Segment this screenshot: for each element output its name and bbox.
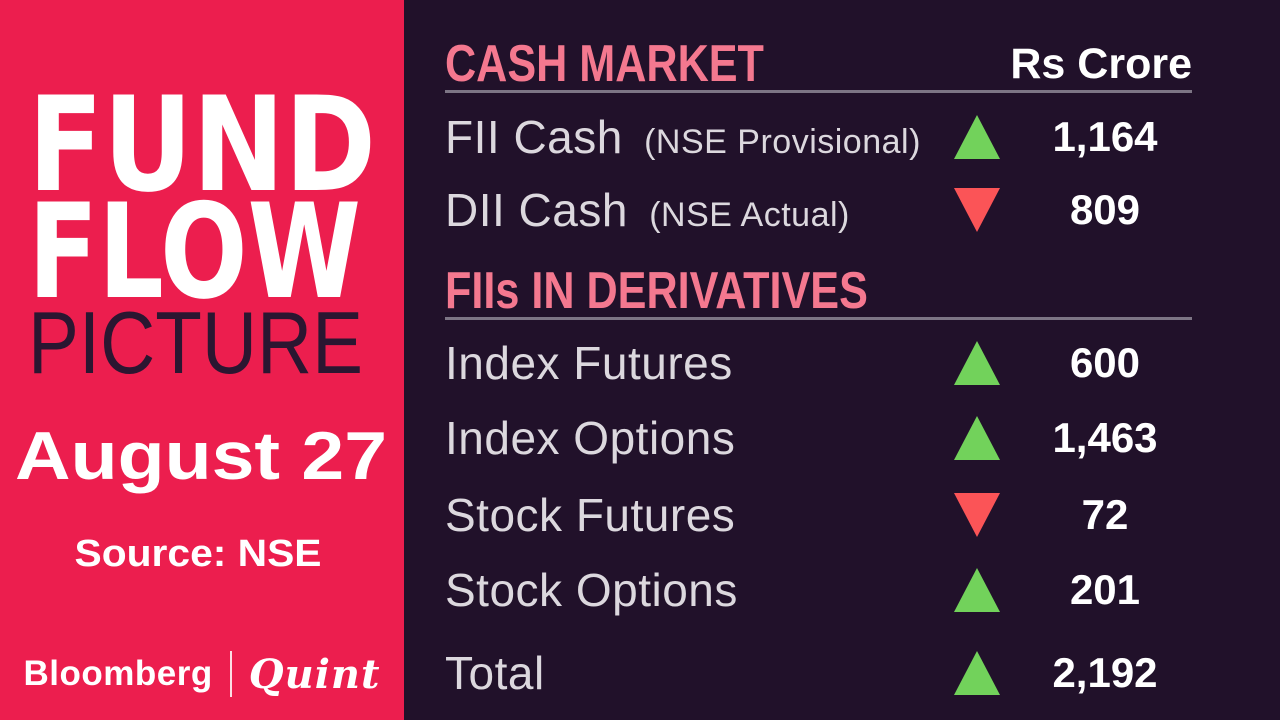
table-row-dii-cash: DII Cash (NSE Actual) 809	[445, 178, 1192, 242]
direction-cell	[947, 341, 1007, 385]
direction-triangle-icon	[954, 416, 1000, 460]
date-label: August 27	[15, 418, 387, 494]
fund-flow-table: CASH MARKET Rs Crore FII Cash (NSE Provi…	[445, 0, 1192, 720]
logo-separator	[229, 651, 232, 697]
publisher-logo: Bloomberg Quint	[0, 644, 404, 704]
direction-triangle-icon	[954, 651, 1000, 695]
row-label: Total	[445, 650, 947, 696]
direction-triangle-icon	[954, 115, 1000, 159]
cash-market-header: CASH MARKET Rs Crore	[445, 38, 1192, 94]
row-value: 72	[1081, 491, 1129, 538]
row-label-main: Index Options	[445, 412, 736, 464]
row-label-main: Total	[445, 647, 545, 699]
direction-cell	[947, 188, 1007, 232]
direction-cell	[947, 115, 1007, 159]
brand-panel: FUND FLOW PICTURE August 27 Source: NSE …	[0, 0, 404, 720]
row-label-main: Stock Options	[445, 564, 738, 616]
row-value: 600	[1069, 339, 1141, 386]
brand-word-fund: FUND	[28, 68, 376, 221]
table-row-total: Total 2,192	[445, 641, 1192, 705]
direction-cell	[947, 493, 1007, 537]
direction-triangle-icon	[954, 188, 1000, 232]
header-divider	[445, 90, 1192, 93]
row-label: Stock Options	[445, 567, 947, 613]
derivatives-header: FIIs IN DERIVATIVES	[445, 265, 1192, 317]
table-row-stock-options: Stock Options 201	[445, 558, 1192, 622]
table-row-index-options: Index Options 1,463	[445, 406, 1192, 470]
row-label: FII Cash (NSE Provisional)	[445, 114, 947, 160]
brand-lockup: FUND FLOW PICTURE August 27 Source: NSE	[15, 68, 387, 575]
brand-word-flow: FLOW	[28, 175, 361, 328]
row-label: Stock Futures	[445, 492, 947, 538]
table-row-index-futures: Index Futures 600	[445, 331, 1192, 395]
row-label: Index Options	[445, 415, 947, 461]
row-label-sub: (NSE Actual)	[649, 196, 850, 234]
derivatives-divider	[445, 317, 1192, 320]
direction-triangle-icon	[954, 341, 1000, 385]
direction-triangle-icon	[954, 493, 1000, 537]
row-label: DII Cash (NSE Actual)	[445, 187, 947, 233]
row-label-sub: (NSE Provisional)	[644, 123, 921, 161]
row-value: 201	[1069, 566, 1141, 613]
unit-header: Rs Crore	[1010, 40, 1192, 88]
row-value: 2,192	[1052, 649, 1158, 696]
row-label: Index Futures	[445, 340, 947, 386]
row-value: 1,164	[1052, 113, 1158, 160]
table-row-stock-futures: Stock Futures 72	[445, 483, 1192, 547]
source-label: Source: NSE	[75, 533, 322, 575]
row-label-main: FII Cash	[445, 111, 623, 163]
section-title-derivatives: FIIs IN DERIVATIVES	[445, 262, 868, 320]
quint-wordmark: Quint	[248, 650, 381, 698]
direction-cell	[947, 568, 1007, 612]
brand-word-picture: PICTURE	[28, 293, 363, 392]
section-title-cash-market: CASH MARKET	[445, 35, 764, 93]
row-value: 809	[1069, 186, 1141, 233]
row-value: 1,463	[1052, 414, 1158, 461]
table-row-fii-cash: FII Cash (NSE Provisional) 1,164	[445, 105, 1192, 169]
direction-cell	[947, 651, 1007, 695]
direction-cell	[947, 416, 1007, 460]
row-label-main: Index Futures	[445, 337, 733, 389]
direction-triangle-icon	[954, 568, 1000, 612]
row-label-main: Stock Futures	[445, 489, 736, 541]
row-label-main: DII Cash	[445, 184, 628, 236]
bloomberg-wordmark: Bloomberg	[23, 654, 213, 693]
